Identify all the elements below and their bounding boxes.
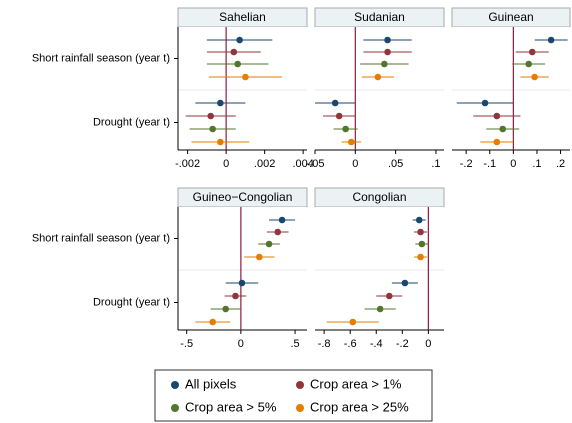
legend-label: Crop area > 5% (185, 399, 277, 414)
point (207, 112, 215, 120)
point (384, 36, 391, 44)
panel-title: Guineo−Congolian (193, 190, 293, 204)
x-tick-label: 0 (352, 158, 358, 170)
point (415, 216, 423, 224)
point (401, 279, 409, 287)
plot-area (452, 27, 570, 150)
x-tick-label: 0 (238, 338, 244, 350)
legend-label: Crop area > 25% (310, 399, 409, 414)
legend-label: All pixels (185, 376, 237, 391)
point (481, 99, 489, 107)
point (384, 48, 391, 56)
x-tick-label: .2 (556, 158, 565, 170)
x-tick-label: 0 (223, 158, 229, 170)
plot-area (315, 27, 444, 150)
point (209, 125, 216, 133)
x-tick-label: 0 (510, 158, 516, 170)
x-tick-label: .05 (388, 158, 403, 170)
x-tick-label: .1 (532, 158, 541, 170)
point (385, 292, 393, 300)
x-tick-label: -.4 (370, 338, 383, 350)
legend-box (154, 369, 433, 422)
point (236, 36, 243, 44)
point (493, 138, 501, 146)
legend-label: Crop area > 1% (310, 376, 402, 391)
plot-area (178, 27, 307, 150)
point (331, 99, 339, 107)
point (217, 138, 224, 146)
category-label: Short rainfall season (year t) (32, 232, 170, 244)
x-tick-label: -.002 (175, 158, 200, 170)
point (528, 48, 536, 56)
x-tick-label: -.5 (180, 338, 193, 350)
x-tick-label: -.2 (396, 338, 409, 350)
point (222, 305, 229, 313)
category-label: Drought (year t) (93, 296, 170, 308)
x-tick-label: .5 (290, 338, 299, 350)
point (242, 73, 249, 81)
x-tick-label: -.6 (344, 338, 357, 350)
panel-title: Congolian (352, 190, 406, 204)
point (499, 125, 507, 133)
x-tick-label: 0 (425, 338, 431, 350)
category-label: Short rainfall season (year t) (32, 52, 170, 64)
x-tick-label: .004 (292, 158, 313, 170)
point (493, 112, 501, 120)
legend-marker (296, 404, 304, 412)
x-tick-label: -.2 (460, 158, 473, 170)
point (217, 99, 224, 107)
point (349, 318, 357, 326)
point (342, 125, 349, 133)
panel-title: Sudanian (354, 10, 405, 24)
x-tick-label: -.05 (306, 158, 325, 170)
point (547, 36, 555, 44)
point (417, 228, 424, 236)
legend-marker (171, 381, 179, 389)
point (238, 279, 246, 287)
point (209, 318, 216, 326)
x-tick-label: .002 (254, 158, 275, 170)
point (230, 48, 238, 56)
legend-marker (171, 404, 179, 412)
point (347, 138, 355, 146)
x-tick-label: -.1 (483, 158, 496, 170)
point (376, 305, 384, 313)
point (525, 60, 532, 68)
panel-title: Sahelian (219, 10, 266, 24)
x-tick-label: .1 (431, 158, 440, 170)
point (232, 292, 239, 300)
point (256, 253, 263, 261)
point (381, 60, 388, 68)
x-tick-label: -.8 (318, 338, 331, 350)
point (274, 228, 282, 236)
point (417, 253, 424, 261)
legend-marker (296, 381, 304, 389)
panel-title: Guinean (488, 10, 533, 24)
point (418, 240, 426, 248)
plot-area (178, 207, 307, 330)
category-label: Drought (year t) (93, 116, 170, 128)
point (265, 240, 273, 248)
point (374, 73, 382, 81)
point (234, 60, 241, 68)
point (278, 216, 286, 224)
point (531, 73, 538, 81)
point (335, 112, 343, 120)
